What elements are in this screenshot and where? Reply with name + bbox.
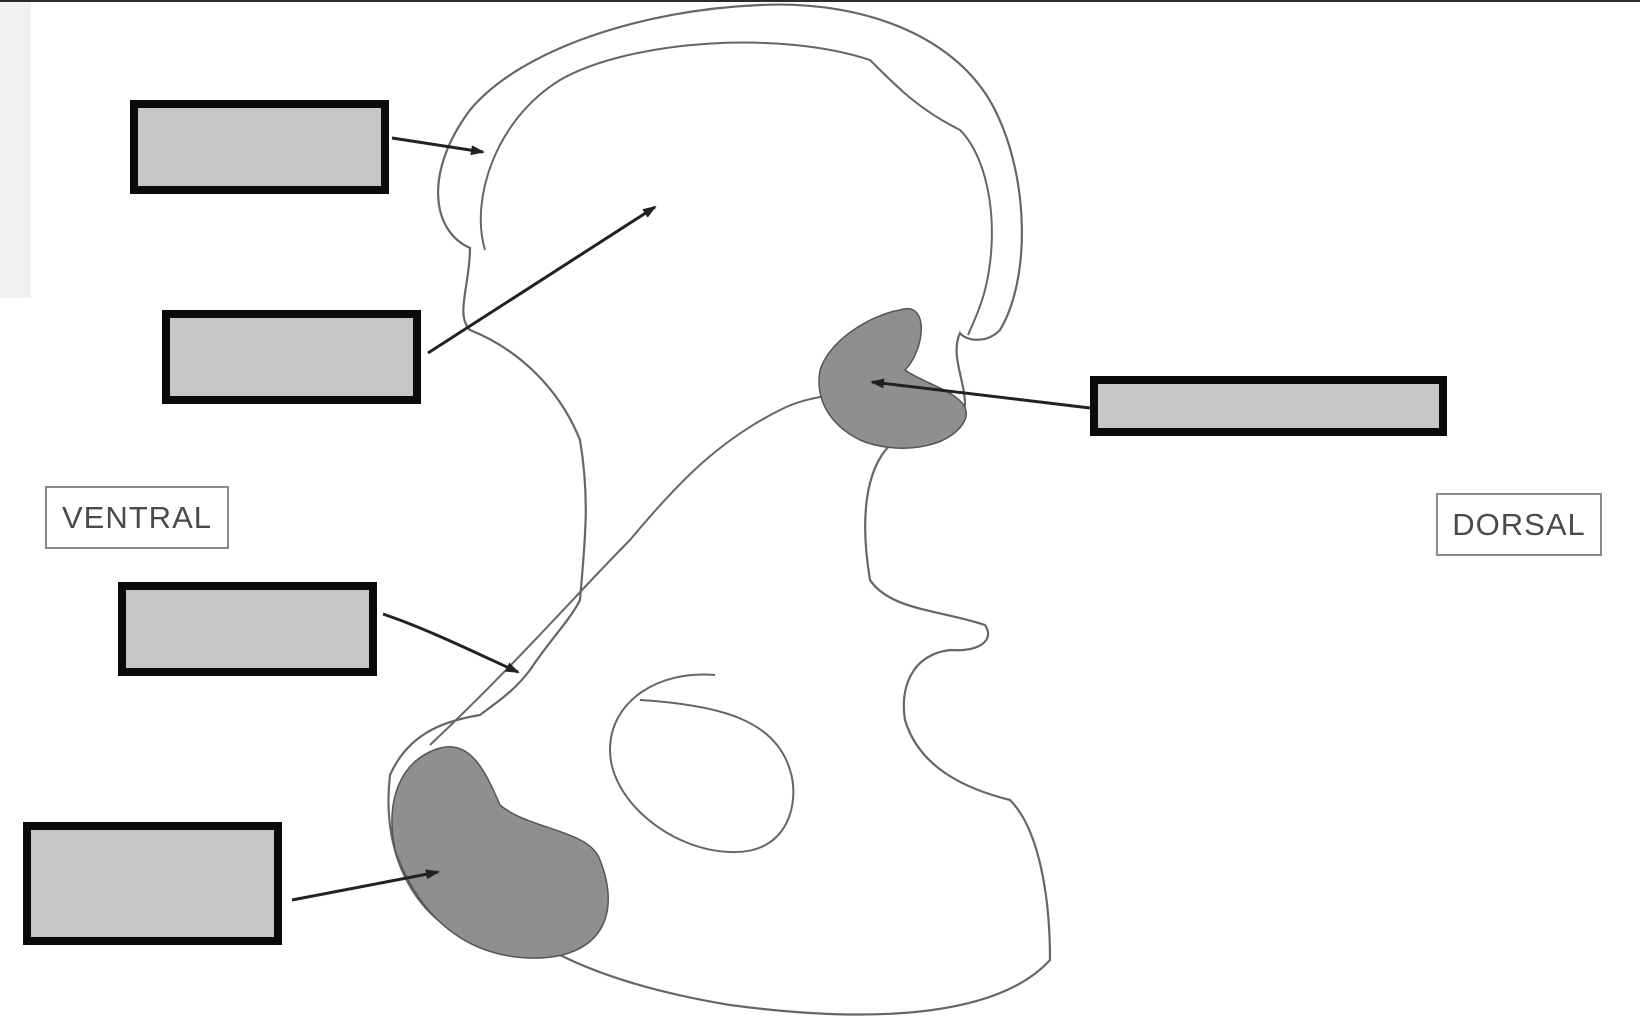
dorsal-label: DORSAL xyxy=(1436,493,1602,556)
arrow-label-3 xyxy=(870,378,1091,410)
arrow-label-4 xyxy=(382,612,520,674)
label-box-3[interactable] xyxy=(1090,376,1447,436)
top-border-line xyxy=(0,0,1640,2)
label-box-2[interactable] xyxy=(162,310,421,404)
arrow-label-2 xyxy=(427,205,657,355)
arrow-label-5 xyxy=(291,869,440,902)
arrow-label-1 xyxy=(391,136,485,156)
ventral-label: VENTRAL xyxy=(45,486,229,549)
left-scroll-strip xyxy=(0,2,31,298)
label-box-5[interactable] xyxy=(23,822,282,945)
ridge-line xyxy=(429,394,831,746)
crest-inner-outline xyxy=(479,41,993,336)
bone-outline xyxy=(387,3,1052,1016)
label-box-4[interactable] xyxy=(118,582,377,676)
label-box-1[interactable] xyxy=(130,100,389,194)
shaded-region-upper xyxy=(818,307,968,449)
foramen-outline xyxy=(608,673,795,854)
shaded-region-lower xyxy=(391,745,609,959)
